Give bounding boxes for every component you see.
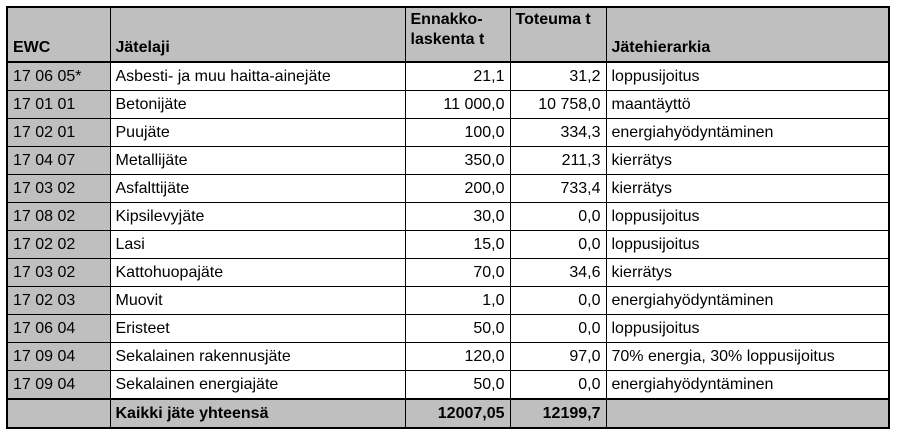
- cell-toteuma: 97,0: [509, 342, 607, 371]
- cell-ennakko: 70,0: [404, 258, 511, 287]
- cell-toteuma: 0,0: [509, 286, 607, 315]
- cell-ewc: 17 09 04: [6, 342, 111, 371]
- table-row: 17 02 02 Lasi 15,0 0,0 loppusijoitus: [6, 230, 890, 259]
- cell-toteuma: 0,0: [509, 202, 607, 231]
- cell-jatelaji: Eristeet: [109, 314, 406, 343]
- cell-jatehierarkia: loppusijoitus: [605, 230, 890, 259]
- cell-jatehierarkia: energiahyödyntäminen: [605, 118, 890, 147]
- cell-toteuma: 334,3: [509, 118, 607, 147]
- cell-ennakko: 30,0: [404, 202, 511, 231]
- cell-jatelaji: Sekalainen energiajäte: [109, 370, 406, 400]
- cell-toteuma: 0,0: [509, 230, 607, 259]
- cell-jatehierarkia: loppusijoitus: [605, 314, 890, 343]
- cell-ewc: 17 09 04: [6, 370, 111, 400]
- cell-jatelaji: Asbesti- ja muu haitta-ainejäte: [109, 61, 406, 91]
- cell-toteuma: 0,0: [509, 314, 607, 343]
- table-row: 17 01 01 Betonijäte 11 000,0 10 758,0 maantä…: [6, 90, 890, 119]
- cell-toteuma: 10 758,0: [509, 90, 607, 119]
- header-jatelaji: Jätelaji: [109, 6, 406, 63]
- cell-toteuma: 31,2: [509, 61, 607, 91]
- cell-toteuma: 733,4: [509, 174, 607, 203]
- table-row: 17 09 04 Sekalainen rakennusjäte 120,0 97,0…: [6, 342, 890, 371]
- cell-jatehierarkia: loppusijoitus: [605, 202, 890, 231]
- cell-ewc: 17 03 02: [6, 258, 111, 287]
- cell-ennakko: 200,0: [404, 174, 511, 203]
- total-toteuma: 12199,7: [509, 398, 607, 429]
- cell-ennakko: 350,0: [404, 146, 511, 175]
- table-row: 17 02 03 Muovit 1,0 0,0 energiahyödyntäminen: [6, 286, 890, 315]
- cell-ennakko: 50,0: [404, 370, 511, 400]
- total-ennakko: 12007,05: [404, 398, 511, 429]
- header-toteuma: Toteuma t: [509, 6, 607, 63]
- cell-ennakko: 100,0: [404, 118, 511, 147]
- cell-jatelaji: Betonijäte: [109, 90, 406, 119]
- cell-ewc: 17 03 02: [6, 174, 111, 203]
- cell-ewc: 17 02 02: [6, 230, 111, 259]
- table-row: 17 06 05* Asbesti- ja muu haitta-ainejäte…: [6, 61, 890, 91]
- cell-ennakko: 120,0: [404, 342, 511, 371]
- cell-jatehierarkia: kierrätys: [605, 146, 890, 175]
- cell-jatehierarkia: maantäyttö: [605, 90, 890, 119]
- cell-jatelaji: Muovit: [109, 286, 406, 315]
- total-ewc: [6, 398, 111, 429]
- cell-ewc: 17 01 01: [6, 90, 111, 119]
- cell-ewc: 17 06 04: [6, 314, 111, 343]
- waste-table: EWC Jätelaji Ennakko-laskenta t Toteuma …: [6, 6, 890, 429]
- table-row: 17 09 04 Sekalainen energiajäte 50,0 0,0 ene…: [6, 370, 890, 400]
- header-ennakko: Ennakko-laskenta t: [404, 6, 511, 63]
- cell-ewc: 17 06 05*: [6, 61, 111, 91]
- cell-jatehierarkia: kierrätys: [605, 258, 890, 287]
- table-row: 17 03 02 Asfalttijäte 200,0 733,4 kierrätys: [6, 174, 890, 203]
- cell-jatelaji: Metallijäte: [109, 146, 406, 175]
- total-label: Kaikki jäte yhteensä: [109, 398, 406, 429]
- cell-ewc: 17 02 01: [6, 118, 111, 147]
- cell-jatelaji: Sekalainen rakennusjäte: [109, 342, 406, 371]
- cell-jatehierarkia: 70% energia, 30% loppusijoitus: [605, 342, 890, 371]
- cell-ennakko: 21,1: [404, 61, 511, 91]
- table-row: 17 03 02 Kattohuopajäte 70,0 34,6 kierrätys: [6, 258, 890, 287]
- cell-jatehierarkia: kierrätys: [605, 174, 890, 203]
- cell-toteuma: 34,6: [509, 258, 607, 287]
- cell-ennakko: 1,0: [404, 286, 511, 315]
- table-row: 17 02 01 Puujäte 100,0 334,3 energiahyödyntä…: [6, 118, 890, 147]
- table-body: 17 06 05* Asbesti- ja muu haitta-ainejäte…: [6, 61, 890, 400]
- cell-jatelaji: Puujäte: [109, 118, 406, 147]
- header-row: EWC Jätelaji Ennakko-laskenta t Toteuma …: [6, 6, 890, 63]
- cell-ennakko: 15,0: [404, 230, 511, 259]
- cell-jatehierarkia: loppusijoitus: [605, 61, 890, 91]
- header-ewc: EWC: [6, 6, 111, 63]
- cell-ennakko: 11 000,0: [404, 90, 511, 119]
- cell-ewc: 17 02 03: [6, 286, 111, 315]
- table-row: 17 06 04 Eristeet 50,0 0,0 loppusijoitus: [6, 314, 890, 343]
- total-jatehierarkia: [605, 398, 890, 429]
- cell-ewc: 17 08 02: [6, 202, 111, 231]
- total-row: Kaikki jäte yhteensä 12007,05 12199,7: [6, 398, 890, 429]
- cell-jatelaji: Kattohuopajäte: [109, 258, 406, 287]
- cell-jatelaji: Asfalttijäte: [109, 174, 406, 203]
- cell-jatehierarkia: energiahyödyntäminen: [605, 286, 890, 315]
- cell-ennakko: 50,0: [404, 314, 511, 343]
- cell-toteuma: 211,3: [509, 146, 607, 175]
- table-row: 17 04 07 Metallijäte 350,0 211,3 kierrätys: [6, 146, 890, 175]
- table-row: 17 08 02 Kipsilevyjäte 30,0 0,0 loppusijoitu…: [6, 202, 890, 231]
- header-jatehierarkia: Jätehierarkia: [605, 6, 890, 63]
- cell-jatelaji: Lasi: [109, 230, 406, 259]
- cell-toteuma: 0,0: [509, 370, 607, 400]
- cell-jatehierarkia: energiahyödyntäminen: [605, 370, 890, 400]
- cell-ewc: 17 04 07: [6, 146, 111, 175]
- cell-jatelaji: Kipsilevyjäte: [109, 202, 406, 231]
